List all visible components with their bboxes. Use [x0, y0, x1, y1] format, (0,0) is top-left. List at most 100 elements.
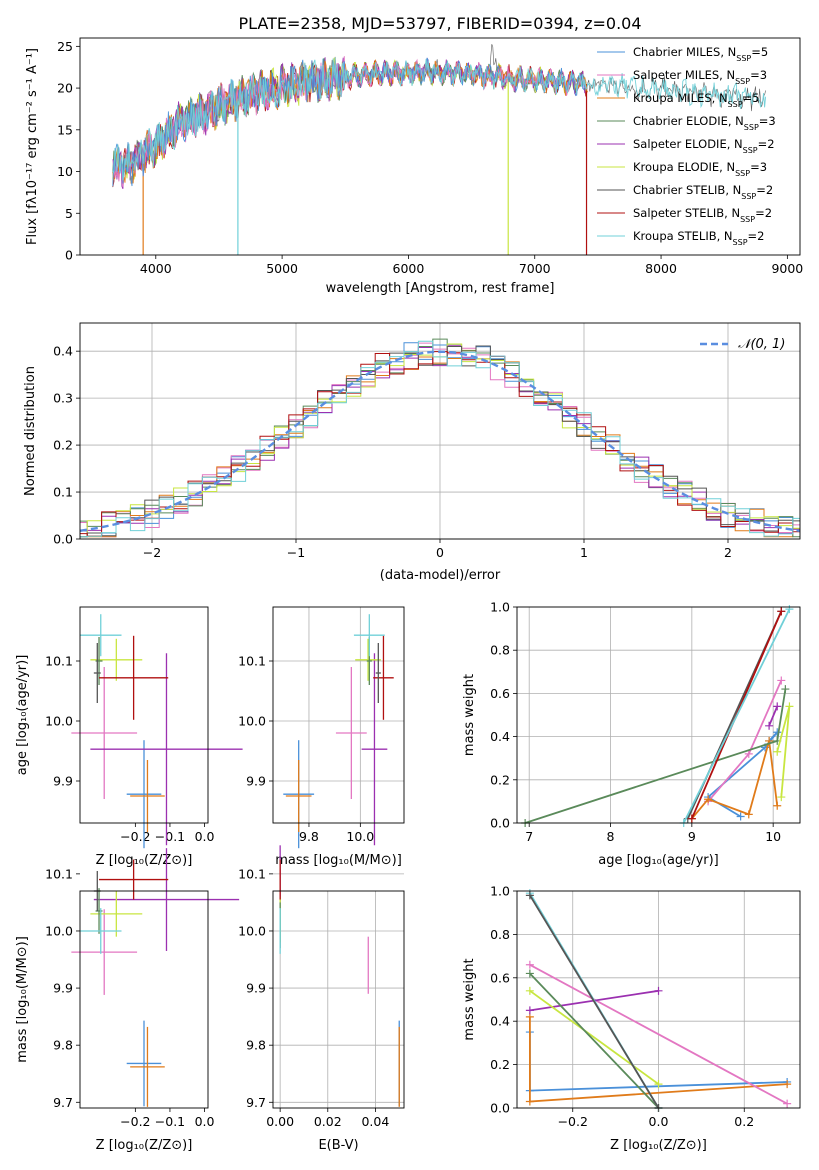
- errorbar-point: [93, 848, 240, 951]
- y-axis-label: age [log₁₀(age/yr)]: [15, 655, 30, 776]
- legend-label: Salpeter STELIB, NSSP=2: [633, 206, 772, 224]
- tick-label-x: −0.2: [120, 829, 150, 844]
- histogram-salpeter_elodie: [80, 345, 800, 538]
- tick-label-x: 9.8: [299, 829, 319, 844]
- y-axis-label: mass weight: [462, 958, 477, 1040]
- tick-label-x: −0.1: [155, 1114, 185, 1129]
- tick-label-x: 5000: [266, 261, 298, 276]
- tick-label-y: 0.0: [490, 1101, 510, 1116]
- axes-age_vs_Z: −0.2 −0.1 0.0 9.9 10.0 10.1: [45, 654, 214, 845]
- weight-marker: [525, 986, 534, 995]
- x-axis-label: Z [log₁₀(Z/Z⊙)]: [96, 853, 193, 868]
- errorbar-point: [80, 614, 122, 657]
- weight-marker: [783, 1080, 792, 1089]
- x-axis-label: wavelength [Angstrom, rest frame]: [326, 281, 555, 296]
- legend-label: Chabrier ELODIE, NSSP=3: [633, 114, 776, 132]
- tick-label-x: −1: [287, 545, 305, 560]
- tick-label-y: 0.0: [490, 816, 510, 831]
- axes-weight_vs_age: 7 8 9 10 0.0 0.2 0.4 0.6 0.8 1.0: [490, 600, 800, 844]
- weight-marker: [744, 810, 753, 819]
- weight-marker: [773, 801, 782, 810]
- axes-mass_vs_ebv: 0.00 0.02 0.04 9.7 9.8 9.9 10.0 10.1: [238, 866, 404, 1129]
- axes-spectrum: 4000 5000 6000 7000 8000 9000 0 5 10 15 20 25: [57, 39, 803, 276]
- errorbar-point: [130, 1026, 165, 1107]
- tick-label-x: 4000: [140, 261, 172, 276]
- tick-label-y: 0.4: [490, 729, 510, 744]
- axes-frame: [272, 890, 405, 1109]
- tick-label-x: 7000: [519, 261, 551, 276]
- weight-marker: [765, 721, 774, 730]
- errorbar-point: [126, 740, 162, 849]
- histogram-chabrier_miles: [80, 342, 800, 537]
- tick-label-x: 0.02: [314, 1114, 342, 1129]
- tick-label-y: 9.8: [53, 1038, 73, 1053]
- tick-label-x: 2: [724, 545, 732, 560]
- tick-label-y: 10.0: [45, 714, 73, 729]
- tick-label-y: 10.0: [238, 714, 266, 729]
- errorbar-point: [335, 667, 367, 799]
- tick-label-y: 0.3: [53, 391, 73, 406]
- tick-label-y: 10.0: [45, 923, 73, 938]
- tick-label-y: 0.6: [490, 970, 510, 985]
- tick-label-x: −0.2: [558, 1114, 588, 1129]
- weight-marker: [654, 986, 663, 995]
- weight-marker: [785, 605, 794, 614]
- tick-label-x: 9000: [771, 261, 803, 276]
- tick-label-y: 0.4: [490, 1014, 510, 1029]
- axes-frame: [79, 37, 801, 256]
- axes-frame: [272, 606, 405, 824]
- axes-weight_vs_Z: −0.2 0.0 0.2 0.0 0.2 0.4 0.6 0.8 1.0: [490, 884, 800, 1129]
- weight-marker: [736, 812, 745, 821]
- weight-line: [768, 706, 779, 727]
- weight-line: [682, 608, 791, 824]
- weight-marker: [773, 728, 782, 737]
- x-axis-label: E(B-V): [318, 1138, 358, 1153]
- legend-label: Salpeter ELODIE, NSSP=2: [633, 137, 775, 155]
- errorbar-point: [285, 760, 312, 832]
- axes-frame: [79, 890, 209, 1109]
- legend-label: Kroupa MILES, NSSP=5: [633, 91, 759, 109]
- x-axis-label: (data-model)/error: [380, 568, 501, 583]
- weight-marker: [773, 702, 782, 711]
- errorbar-point: [71, 909, 138, 995]
- weight-marker: [704, 795, 713, 804]
- errorbar-point: [373, 635, 394, 720]
- weight-marker: [777, 676, 786, 685]
- legend-label: Kroupa ELODIE, NSSP=3: [633, 160, 767, 178]
- tick-label-x: 9: [688, 829, 696, 844]
- weight-marker: [654, 1080, 663, 1089]
- tick-label-y: 10.1: [45, 654, 73, 669]
- weight-line: [529, 972, 660, 1109]
- weight-marker: [525, 969, 534, 978]
- weight-marker: [785, 702, 794, 711]
- x-axis-label: Z [log₁₀(Z/Z⊙)]: [610, 1138, 707, 1153]
- tick-label-x: 6000: [393, 261, 425, 276]
- errorbar-point: [126, 1020, 162, 1107]
- legend-label: Kroupa STELIB, NSSP=2: [633, 229, 764, 247]
- weight-marker: [525, 960, 534, 969]
- tick-label-x: 0.0: [649, 1114, 669, 1129]
- figure-title: PLATE=2358, MJD=53797, FIBERID=0394, z=0…: [238, 14, 641, 33]
- tick-label-x: −2: [143, 545, 161, 560]
- errorbar-point: [375, 643, 381, 703]
- tick-label-y: 0.4: [53, 344, 73, 359]
- tick-label-x: 0: [436, 545, 444, 560]
- tick-label-y: 5: [65, 206, 73, 221]
- legend-label: Chabrier MILES, NSSP=5: [633, 45, 768, 63]
- tick-label-y: 15: [57, 122, 73, 137]
- axes-frame: [516, 890, 801, 1109]
- weight-series-kroupa_elodie: [525, 986, 663, 1089]
- tick-label-y: 1.0: [490, 884, 510, 899]
- errorbar-point: [90, 891, 143, 937]
- tick-label-x: 10: [765, 829, 781, 844]
- weight-marker: [687, 814, 696, 823]
- tick-label-x: 0.04: [361, 1114, 389, 1129]
- tick-label-y: 10.1: [45, 866, 73, 881]
- tick-label-y: 9.7: [53, 1095, 73, 1110]
- weight-marker: [777, 607, 786, 616]
- y-axis-label: mass [log₁₀(M/M⊙)]: [15, 936, 30, 1063]
- x-axis-label: age [log₁₀(age/yr)]: [598, 853, 719, 868]
- weight-marker: [744, 749, 753, 758]
- spectrum-kroupa_stelib: [112, 56, 767, 181]
